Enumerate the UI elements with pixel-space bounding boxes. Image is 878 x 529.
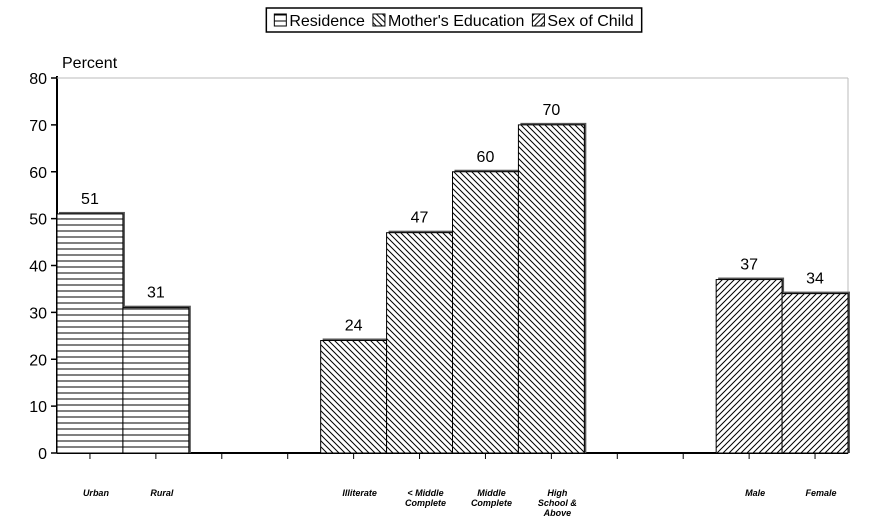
x-tick-label: High School & Above bbox=[537, 488, 577, 518]
y-tick-label: 40 bbox=[29, 259, 47, 276]
legend-label: Mother's Education bbox=[388, 13, 524, 30]
value-label: 31 bbox=[147, 285, 165, 302]
legend-swatch bbox=[372, 13, 386, 27]
y-tick-label: 30 bbox=[29, 305, 47, 322]
x-tick-label: < Middle Complete bbox=[405, 488, 447, 508]
bar bbox=[56, 213, 124, 454]
y-tick-label: 50 bbox=[29, 212, 47, 229]
value-label: 34 bbox=[806, 271, 824, 288]
bar bbox=[320, 340, 388, 454]
x-tick-label: Middle Complete bbox=[470, 488, 512, 508]
x-tick-label: Urban bbox=[82, 488, 109, 498]
legend-label: Sex of Child bbox=[547, 13, 633, 30]
y-tick-label: 10 bbox=[29, 399, 47, 416]
legend: Residence Mother's Education Sex of Child bbox=[265, 7, 643, 33]
value-label: 51 bbox=[81, 191, 99, 208]
bar bbox=[452, 171, 519, 454]
x-tick-label: Illiterate bbox=[342, 488, 377, 498]
y-tick-label: 0 bbox=[38, 446, 47, 463]
bar bbox=[122, 307, 190, 454]
y-axis-label: Percent bbox=[62, 55, 118, 72]
x-tick-label: Rural bbox=[150, 488, 174, 498]
bar bbox=[715, 279, 783, 454]
legend-swatch bbox=[531, 13, 545, 27]
y-tick-label: 80 bbox=[29, 71, 47, 88]
value-label: 60 bbox=[477, 149, 495, 166]
legend-frame bbox=[265, 7, 643, 33]
bar bbox=[386, 232, 454, 454]
value-label: 47 bbox=[411, 210, 429, 227]
y-tick-label: 20 bbox=[29, 352, 47, 369]
y-tick-label: 70 bbox=[29, 118, 47, 135]
legend-swatch bbox=[273, 13, 287, 27]
bar bbox=[517, 124, 585, 454]
x-tick-label: Female bbox=[805, 488, 837, 498]
bar bbox=[781, 293, 849, 454]
value-label: 70 bbox=[542, 102, 560, 119]
value-label: 24 bbox=[345, 318, 363, 335]
legend-label: Residence bbox=[289, 13, 365, 30]
y-tick-label: 60 bbox=[29, 165, 47, 182]
x-tick-label: Male bbox=[745, 488, 766, 498]
value-label: 37 bbox=[740, 257, 758, 274]
